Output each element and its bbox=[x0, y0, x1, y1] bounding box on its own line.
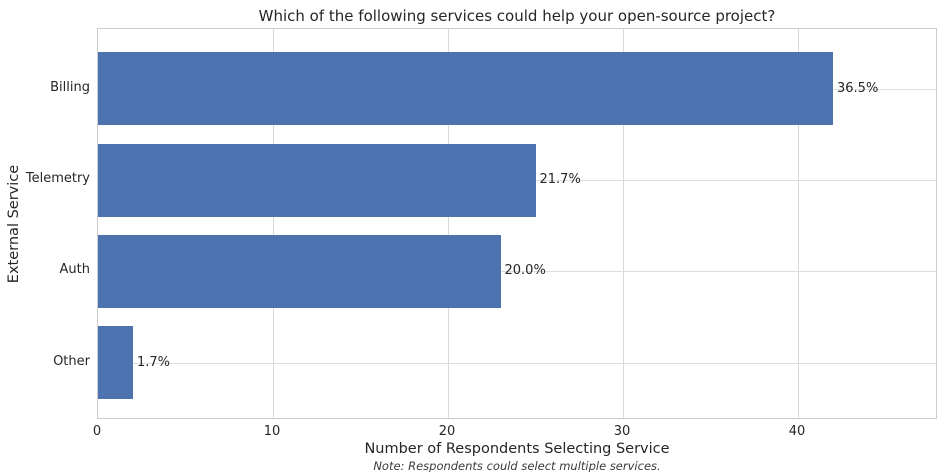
chart-note: Note: Respondents could select multiple … bbox=[373, 459, 661, 472]
gridline-horizontal bbox=[98, 271, 936, 273]
bar-value-label: 21.7% bbox=[539, 172, 581, 188]
bar-value-label: 1.7% bbox=[137, 354, 171, 370]
bar-auth bbox=[98, 234, 501, 308]
gridline-vertical bbox=[623, 29, 624, 418]
bar-value-label: 36.5% bbox=[837, 80, 879, 96]
x-axis-label: Number of Respondents Selecting Service bbox=[364, 441, 670, 457]
plot-area: 36.5% 21.7% 20.0% 1.7% bbox=[97, 28, 937, 419]
gridline-vertical bbox=[448, 29, 449, 418]
gridline-vertical bbox=[273, 29, 274, 418]
x-tick-label: 0 bbox=[92, 424, 102, 439]
bar-value-label: 20.0% bbox=[504, 263, 546, 279]
bar-billing bbox=[98, 52, 833, 126]
chart-title: Which of the following services could he… bbox=[258, 7, 776, 25]
y-tick-label: Auth bbox=[59, 262, 90, 278]
gridline-horizontal bbox=[98, 362, 936, 364]
gridline-vertical bbox=[798, 29, 799, 418]
bar-telemetry bbox=[98, 143, 536, 217]
y-axis-label: External Service bbox=[6, 164, 22, 284]
x-tick-label: 20 bbox=[438, 424, 456, 439]
bar-other bbox=[98, 326, 133, 400]
x-tick-label: 40 bbox=[788, 424, 806, 439]
x-tick-label: 10 bbox=[263, 424, 281, 439]
y-tick-label: Other bbox=[53, 353, 90, 369]
y-tick-label: Billing bbox=[50, 79, 90, 95]
x-tick-label: 30 bbox=[613, 424, 631, 439]
y-tick-label: Telemetry bbox=[25, 171, 90, 187]
